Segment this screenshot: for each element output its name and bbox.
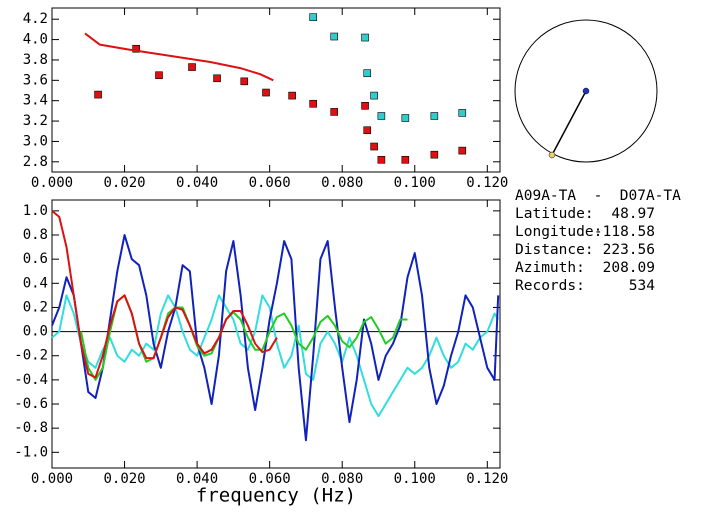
- y-tick-label: -0.2: [14, 348, 48, 364]
- info-value: 223.56: [603, 242, 655, 258]
- x-tick-label: 0.040: [176, 471, 218, 487]
- y-tick-label: -0.4: [14, 372, 48, 388]
- info-value: 48.97: [611, 206, 655, 222]
- info-label: Latitude:: [515, 206, 594, 222]
- x-tick-label: 0.080: [321, 175, 363, 191]
- marker: [288, 91, 296, 100]
- marker: [94, 90, 102, 99]
- y-tick-label: 3.0: [23, 133, 48, 149]
- info-value: -118.58: [594, 224, 655, 240]
- y-tick-label: -0.8: [14, 420, 48, 436]
- marker: [377, 155, 386, 164]
- y-tick-label: 0.2: [23, 299, 48, 315]
- x-tick-label: 0.000: [31, 175, 73, 191]
- station-b: [548, 151, 556, 159]
- y-tick-label: 0.8: [23, 227, 48, 243]
- x-tick-label: 0.080: [321, 471, 363, 487]
- marker: [361, 101, 369, 110]
- marker: [330, 108, 339, 116]
- plot: 0.000 0.020 0.040 0.060 0.080 0.100 0.120 1.0 0.…: [14, 199, 508, 507]
- plot-frame: [51, 7, 501, 173]
- x-tick-label: 0.040: [176, 175, 218, 191]
- y-tick-label: 2.8: [23, 154, 48, 170]
- marker: [213, 74, 221, 83]
- info-label: Distance:: [515, 242, 594, 258]
- x-tick-label: 0.060: [249, 471, 291, 487]
- marker: [262, 88, 270, 97]
- marker: [401, 155, 410, 164]
- y-tick-label: 1.0: [23, 203, 48, 219]
- y-tick-label: 0.6: [23, 251, 48, 267]
- y-tick-label: 4.2: [23, 11, 48, 27]
- marker: [363, 126, 372, 135]
- series-line: [84, 32, 274, 82]
- y-tick-label: 0.0: [23, 324, 48, 340]
- y-tick-label: 3.6: [23, 72, 48, 88]
- x-axis-label: frequency (Hz): [196, 485, 356, 507]
- info-panel: A09A-TA - D07A-TA Latitude: 48.97 Longitud…: [515, 188, 681, 294]
- dial-circle: [514, 19, 658, 163]
- y-tick-label: 3.2: [23, 113, 48, 129]
- marker: [401, 114, 410, 122]
- marker: [370, 91, 378, 100]
- marker: [361, 33, 369, 42]
- marker: [458, 109, 467, 117]
- y-tick-label: -0.6: [14, 396, 48, 412]
- plot: 0.000 0.020 0.040 0.060 0.080 0.100 0.120 4.2 4.…: [23, 7, 508, 191]
- station-a: [582, 87, 590, 95]
- x-tick-label: 0.060: [249, 175, 291, 191]
- marker: [370, 142, 378, 151]
- station-pair: A09A-TA - D07A-TA: [515, 188, 681, 204]
- marker: [430, 112, 439, 120]
- y-tick-label: 0.4: [23, 275, 48, 291]
- series-line: [51, 294, 500, 418]
- y-tick-label: 4.0: [23, 32, 48, 48]
- marker: [155, 71, 163, 80]
- info-label: Azimuth:: [515, 260, 585, 276]
- y-tick-label: 3.8: [23, 52, 48, 68]
- x-tick-label: 0.100: [394, 471, 436, 487]
- info-value: 534: [629, 278, 655, 294]
- plot-frame: [51, 199, 501, 469]
- marker: [240, 77, 249, 86]
- series-line: [51, 210, 278, 379]
- marker: [132, 44, 140, 53]
- info-label: Longitude:: [515, 224, 602, 240]
- info-label: Records:: [515, 278, 585, 294]
- azimuth-line: [551, 90, 587, 156]
- info-value: 208.09: [603, 260, 655, 276]
- series-line: [51, 234, 500, 442]
- marker: [330, 32, 339, 41]
- azimuth-dial: [514, 19, 658, 163]
- y-tick-label: 3.4: [23, 93, 48, 109]
- x-tick-label: 0.100: [394, 175, 436, 191]
- marker: [458, 146, 467, 155]
- marker: [309, 99, 317, 108]
- marker: [430, 150, 439, 159]
- marker: [363, 69, 372, 77]
- marker: [188, 63, 196, 71]
- y-tick-label: -1.0: [14, 444, 48, 460]
- x-tick-label: 0.020: [103, 175, 145, 191]
- marker: [309, 13, 317, 21]
- x-tick-label: 0.020: [103, 471, 145, 487]
- x-tick-label: 0.120: [466, 471, 508, 487]
- x-tick-label: 0.120: [466, 175, 508, 191]
- x-tick-label: 0.000: [31, 471, 73, 487]
- marker: [377, 112, 386, 120]
